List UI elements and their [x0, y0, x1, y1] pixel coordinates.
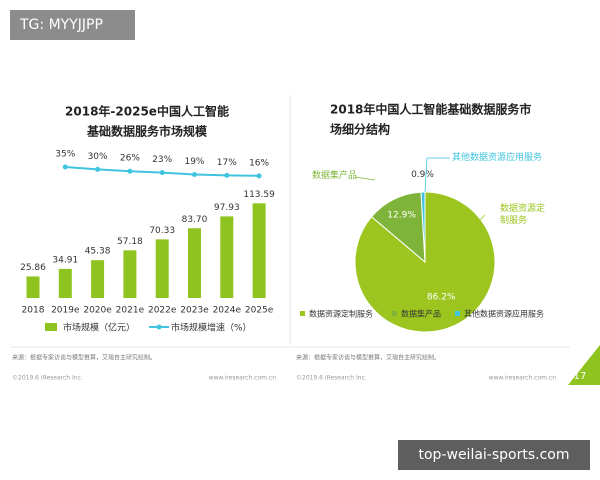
legend-swatch — [300, 311, 305, 316]
line-point — [256, 173, 262, 179]
callout-label: 其他数据资源应用服务 — [452, 153, 543, 163]
pie-slice — [370, 191, 426, 264]
legend-label: 其他数据资源应用服务 — [464, 309, 544, 319]
legend-label: 数据集产品 — [401, 309, 441, 319]
bar — [123, 250, 137, 298]
callout-label: 数据资源定制服务 — [500, 204, 546, 226]
chart-title: 场细分结构 — [330, 122, 390, 137]
bar — [252, 203, 266, 298]
data-label: 25.86 — [20, 263, 46, 273]
pie-slice — [420, 191, 426, 263]
x-tick-label: 2025e — [245, 306, 274, 316]
data-label: 12.9% — [387, 210, 416, 220]
data-label: 113.59 — [243, 190, 275, 200]
data-label: 83.70 — [182, 215, 208, 225]
x-tick-label: 2020e — [83, 306, 112, 316]
data-label: 97.93 — [214, 203, 240, 213]
data-label: 57.18 — [117, 237, 143, 247]
data-label: 35% — [55, 150, 75, 160]
data-label: 23% — [152, 155, 172, 165]
copyright: ©2019.6 iResearch Inc. — [12, 375, 83, 382]
callout-line — [424, 157, 450, 193]
legend-swatch — [45, 323, 57, 331]
callout-line — [477, 214, 486, 223]
x-tick-label: 2022e — [148, 306, 177, 316]
bar — [91, 260, 105, 298]
callout-line — [354, 176, 376, 181]
data-label: 17% — [217, 158, 237, 168]
line-point — [224, 172, 230, 178]
legend-swatch — [392, 311, 397, 316]
data-label: 86.2% — [427, 292, 456, 302]
line-point — [127, 168, 133, 174]
source: 来源：根据专家访谈与模型推算，艾瑞自主研究绘制。 — [296, 354, 440, 362]
line-point — [62, 164, 68, 170]
line-point — [95, 166, 101, 172]
bar — [188, 228, 201, 298]
url: www.iresearch.com.cn — [489, 375, 557, 382]
bar — [26, 276, 40, 298]
data-label: 70.33 — [149, 226, 175, 236]
page-number: 17 — [574, 371, 587, 382]
legend-label: 数据资源定制服务 — [309, 309, 373, 319]
x-tick-label: 2024e — [213, 306, 242, 316]
url: www.iresearch.com.cn — [209, 375, 277, 382]
bar — [220, 216, 234, 298]
data-label: 0.9% — [411, 170, 434, 180]
page-corner — [568, 345, 600, 385]
chart-title: 2018年-2025e中国人工智能 — [65, 104, 229, 119]
data-label: 30% — [88, 152, 108, 162]
line-point — [192, 171, 197, 177]
chart-title: 2018年中国人工智能基础数据服务市 — [330, 102, 531, 117]
data-label: 16% — [249, 158, 269, 168]
legend-label: 市场规模增速（%） — [171, 322, 252, 334]
callout-label: 数据集产品 — [312, 171, 358, 181]
legend-label: 市场规模（亿元） — [63, 322, 135, 334]
data-label: 26% — [120, 154, 140, 164]
source: 来源：根据专家访谈与模型推算，艾瑞自主研究绘制。 — [12, 354, 156, 362]
watermark: TG: MYYJJPP — [10, 10, 135, 40]
x-tick-label: 2023e — [180, 306, 209, 316]
data-label: 34.91 — [52, 255, 78, 265]
bar — [58, 268, 72, 298]
x-tick-label: 2019e — [51, 306, 80, 316]
watermark: top-weilai-sports.com — [398, 440, 590, 470]
chart-title: 基础数据服务市场规模 — [86, 124, 208, 139]
copyright: ©2019.6 iResearch Inc. — [296, 375, 367, 382]
x-tick-label: 2018 — [22, 306, 45, 316]
x-tick-label: 2021e — [116, 306, 145, 316]
data-label: 19% — [184, 157, 204, 167]
data-label: 45.38 — [85, 247, 111, 257]
bar — [155, 239, 169, 298]
legend-swatch — [455, 311, 460, 316]
legend-swatch — [156, 324, 162, 330]
line-point — [159, 170, 165, 176]
